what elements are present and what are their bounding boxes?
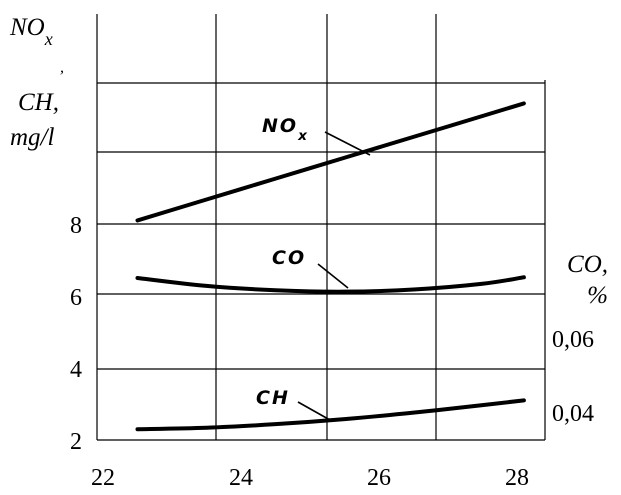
right-axis-title: CO, % [567, 251, 608, 309]
x-tick-label: 26 [367, 465, 391, 491]
co-leader-line [317, 263, 349, 289]
left-axis-title-line-2: , [60, 59, 64, 76]
right-tick-label: 0,06 [552, 327, 594, 353]
right-tick-label: 0,04 [552, 401, 594, 427]
right-axis-title-line-2: % [587, 282, 608, 309]
left-tick-label: 6 [70, 285, 82, 311]
left-tick-label: 4 [70, 357, 82, 383]
x-tick-label: 28 [505, 465, 529, 491]
nox-curve-label: NOx [262, 115, 309, 144]
series-ch-line [135, 398, 526, 432]
series-group [135, 101, 526, 432]
left-tick-label: 8 [70, 213, 82, 239]
series-co-line [135, 275, 526, 294]
x-tick-label: 24 [229, 465, 253, 491]
right-axis-title-line-1: CO, [567, 251, 608, 278]
ch-leader-line [297, 401, 331, 421]
co-curve-label: CO [272, 247, 306, 269]
ch-curve-label: CH [256, 387, 290, 409]
left-axis-title-line-1: NOx [9, 14, 53, 49]
series-nox-line [135, 101, 526, 223]
left-axis-title: NOx , CH, mg/l [9, 14, 64, 151]
left-axis-title-line-4: mg/l [10, 124, 55, 151]
grid [96, 14, 546, 441]
left-tick-label: 2 [70, 429, 82, 455]
leader-lines [297, 131, 371, 421]
left-axis-title-line-3: CH, [18, 89, 59, 116]
nox-leader-line [324, 131, 371, 156]
x-tick-label: 22 [91, 465, 115, 491]
